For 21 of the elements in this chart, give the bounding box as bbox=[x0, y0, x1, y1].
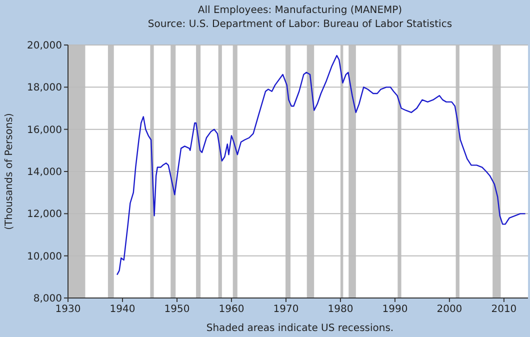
x-tick-label: 2000 bbox=[436, 304, 462, 315]
x-tick-label: 2010 bbox=[491, 304, 517, 315]
chart-title: All Employees: Manufacturing (MANEMP) bbox=[198, 5, 402, 16]
y-tick-label: 8,000 bbox=[33, 294, 62, 304]
x-tick-label: 1930 bbox=[55, 304, 81, 315]
text: Shaded areas indicate US recessions. bbox=[206, 323, 394, 334]
y-tick-label: 20,000 bbox=[27, 40, 62, 52]
y-tick-label: 12,000 bbox=[27, 209, 62, 220]
x-tick-label: 1970 bbox=[273, 304, 299, 315]
x-tick-label: 1950 bbox=[164, 304, 190, 315]
x-tick-label: 1960 bbox=[218, 304, 244, 315]
y-tick-label: 10,000 bbox=[27, 251, 62, 262]
line-series bbox=[116, 54, 526, 276]
x-tick-label: 1980 bbox=[328, 304, 354, 315]
x-tick-label: 1940 bbox=[110, 304, 136, 315]
y-tick-label: 18,000 bbox=[27, 82, 62, 94]
y-tick-label: 16,000 bbox=[27, 124, 62, 136]
y-axis-title: (Thousands of Persons) bbox=[4, 113, 15, 230]
x-tick-label: 1990 bbox=[382, 304, 408, 315]
chart-subtitle: Source: U.S. Department of Labor: Bureau of Labor Statistics bbox=[148, 19, 452, 30]
y-tick-label: 14,000 bbox=[27, 167, 62, 178]
